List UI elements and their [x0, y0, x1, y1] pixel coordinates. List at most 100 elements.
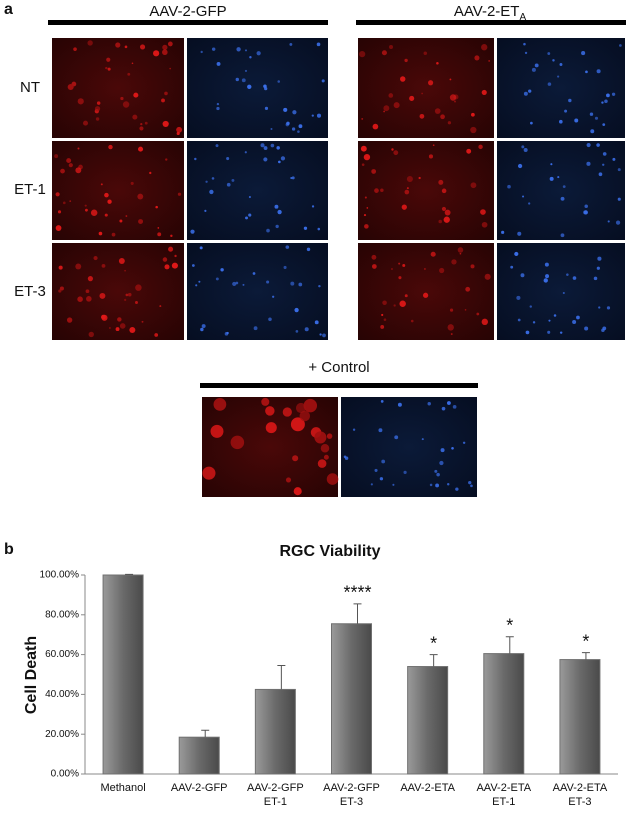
cell — [423, 51, 428, 55]
cell — [323, 454, 329, 460]
cell — [295, 330, 299, 333]
cell — [62, 201, 66, 205]
cell — [484, 273, 491, 280]
cell — [403, 470, 407, 474]
cell — [211, 47, 216, 51]
cell — [516, 295, 521, 300]
cell — [139, 126, 144, 131]
cell — [523, 42, 526, 46]
cell — [409, 95, 415, 101]
cell — [481, 221, 488, 228]
cell — [557, 176, 560, 179]
cell — [392, 483, 395, 486]
cell — [168, 246, 174, 252]
cell — [443, 216, 450, 223]
cell — [100, 183, 103, 186]
cell — [55, 192, 60, 197]
cell — [410, 319, 414, 323]
cell — [165, 158, 168, 161]
cell — [177, 192, 182, 196]
cell — [293, 487, 302, 496]
cell — [380, 400, 384, 403]
cell — [133, 92, 139, 98]
blue-image — [497, 243, 625, 340]
cell — [205, 180, 208, 183]
cell — [604, 99, 608, 104]
cell — [283, 265, 287, 269]
cell — [132, 114, 138, 120]
cell — [322, 333, 326, 338]
cell — [372, 123, 379, 130]
cell — [104, 192, 109, 198]
cell — [272, 295, 275, 298]
cell — [481, 89, 487, 95]
cell — [280, 156, 286, 161]
cell — [457, 247, 464, 253]
cell — [564, 109, 568, 113]
cell — [77, 98, 84, 105]
cell — [226, 182, 231, 187]
cell — [441, 188, 447, 194]
cell — [517, 231, 522, 236]
cell — [176, 131, 180, 136]
cell — [532, 321, 536, 324]
cell — [612, 157, 616, 161]
cell — [419, 113, 425, 119]
cell — [96, 101, 101, 105]
cell — [111, 232, 116, 237]
cell — [200, 50, 203, 54]
cell — [525, 330, 530, 335]
cell — [140, 123, 143, 126]
cell — [311, 114, 314, 117]
cell — [90, 209, 98, 216]
cell — [399, 300, 406, 307]
cell — [547, 52, 551, 55]
cell — [598, 172, 603, 177]
cell — [266, 228, 270, 233]
cell — [441, 206, 447, 212]
cell — [517, 163, 523, 169]
cell — [480, 209, 486, 215]
cell — [135, 300, 138, 304]
cell — [278, 160, 281, 164]
cell — [241, 78, 246, 83]
cell — [57, 210, 62, 214]
cell — [326, 433, 333, 439]
cell — [231, 178, 235, 182]
cell — [388, 93, 394, 98]
cell — [290, 417, 305, 432]
cell — [529, 305, 532, 308]
cell — [82, 120, 89, 126]
chart-title: RGC Viability — [279, 543, 380, 560]
cell — [454, 100, 456, 103]
y-tick-label: 20.00% — [45, 729, 79, 740]
cell — [265, 406, 275, 416]
cell — [59, 286, 64, 291]
cell — [326, 473, 339, 485]
row-label: ET-1 — [14, 181, 46, 198]
cell — [277, 80, 281, 83]
cell — [470, 182, 477, 189]
cell — [127, 292, 132, 297]
bar — [559, 659, 601, 775]
cell — [421, 92, 424, 95]
cell — [317, 227, 321, 231]
cell — [135, 284, 142, 291]
cell — [438, 219, 443, 224]
cell — [389, 45, 394, 50]
cell — [359, 51, 366, 58]
cell — [164, 264, 170, 270]
cell — [381, 50, 387, 56]
cell — [58, 265, 63, 270]
cell — [470, 484, 473, 488]
cell — [317, 459, 327, 468]
cell — [507, 184, 511, 189]
cell — [455, 487, 459, 491]
cell — [138, 219, 144, 225]
cell — [360, 145, 367, 152]
cell — [393, 304, 396, 307]
row-label: ET-3 — [14, 283, 46, 300]
group-bar — [200, 383, 478, 388]
cell — [294, 307, 299, 313]
cell — [210, 424, 224, 438]
